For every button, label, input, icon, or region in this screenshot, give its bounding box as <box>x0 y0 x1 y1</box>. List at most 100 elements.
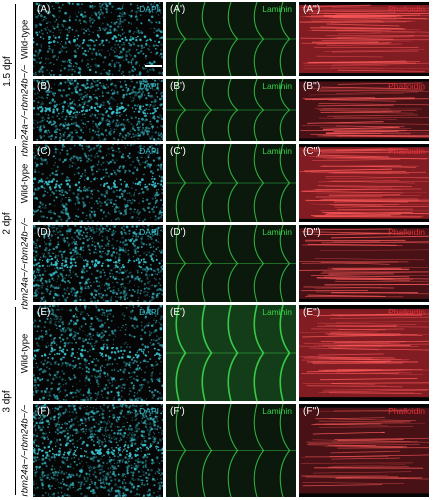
nucleus-dot <box>129 238 132 242</box>
nucleus-dot <box>60 193 63 196</box>
nucleus-dot <box>60 7 62 9</box>
nucleus-dot <box>76 3 79 6</box>
nucleus-dot <box>95 252 98 254</box>
stain-label: Phalloidin <box>388 81 425 91</box>
nucleus-dot <box>141 129 143 131</box>
nucleus-dot <box>87 437 90 440</box>
nucleus-dot <box>158 21 161 25</box>
nucleus-dot <box>115 251 118 254</box>
nucleus-dot <box>92 296 95 298</box>
nucleus-dot <box>160 48 163 51</box>
nucleus-dot <box>140 280 143 283</box>
nucleus-dot <box>136 216 139 219</box>
nucleus-dot <box>110 369 114 372</box>
nucleus-dot <box>53 212 57 215</box>
nucleus-dot <box>35 488 37 490</box>
nucleus-dot <box>106 124 109 126</box>
nucleus-dot <box>97 242 100 246</box>
nucleus-dot <box>132 126 135 128</box>
nucleus-dot <box>127 135 130 137</box>
nucleus-dot <box>37 209 39 211</box>
nucleus-dot <box>155 233 157 235</box>
nucleus-dot <box>92 473 95 476</box>
nucleus-dot <box>34 358 37 361</box>
nucleus-dot <box>160 43 163 46</box>
nucleus-dot <box>41 71 44 74</box>
nucleus-dot <box>74 307 77 310</box>
myofibril-line <box>333 156 429 159</box>
nucleus-dot <box>72 323 75 326</box>
nucleus-dot <box>157 116 160 119</box>
nucleus-dot <box>160 336 162 339</box>
nucleus-dot <box>61 144 65 147</box>
nucleus-dot <box>98 2 101 5</box>
nucleus-dot <box>142 207 145 211</box>
nucleus-dot <box>104 195 107 198</box>
nucleus-dot <box>120 248 123 251</box>
nucleus-dot <box>56 165 59 169</box>
nucleus-dot <box>161 226 163 229</box>
nucleus-dot <box>147 324 150 327</box>
nucleus-dot <box>134 449 137 452</box>
nucleus-dot <box>140 241 143 244</box>
nucleus-dot <box>96 381 98 383</box>
nucleus-dot <box>138 280 141 282</box>
nucleus-dot <box>46 93 50 97</box>
nucleus-dot <box>56 227 58 230</box>
nucleus-dot <box>43 234 46 238</box>
nucleus-dot <box>141 32 143 35</box>
nucleus-dot <box>156 457 159 460</box>
nucleus-dot <box>105 92 108 94</box>
nucleus-dot <box>43 134 45 137</box>
nucleus-dot <box>62 269 65 272</box>
nucleus-dot <box>41 32 44 35</box>
nucleus-dot <box>85 145 88 147</box>
nucleus-dot <box>139 217 141 219</box>
nucleus-dot <box>155 279 157 281</box>
nucleus-dot <box>71 348 74 351</box>
nucleus-dot <box>48 391 51 394</box>
nucleus-dot <box>146 417 149 420</box>
nucleus-dot <box>51 345 54 348</box>
nucleus-dot <box>119 85 123 89</box>
nucleus-dot <box>67 292 71 295</box>
nucleus-dot <box>64 117 67 119</box>
nucleus-dot <box>107 393 110 396</box>
nucleus-dot <box>120 123 123 126</box>
nucleus-dot <box>37 81 39 84</box>
nucleus-dot <box>93 106 97 110</box>
nucleus-dot <box>139 38 142 41</box>
nucleus-dot <box>73 374 76 377</box>
nucleus-dot <box>112 49 115 52</box>
nucleus-dot <box>47 426 49 429</box>
image-panel-dapi: (D) DAPI <box>33 225 163 302</box>
nucleus-dot <box>45 225 47 226</box>
nucleus-dot <box>55 59 58 61</box>
nucleus-dot <box>113 65 116 68</box>
myofibril-line <box>310 274 410 278</box>
nucleus-dot <box>98 128 100 130</box>
nucleus-dot <box>84 380 86 382</box>
nucleus-dot <box>147 473 151 476</box>
nucleus-dot <box>131 58 134 60</box>
nucleus-dot <box>144 185 147 189</box>
nucleus-dot <box>65 444 68 447</box>
image-panel-laminin: (E') Laminin <box>166 305 296 401</box>
nucleus-dot <box>125 362 129 366</box>
nucleus-dot <box>143 166 146 169</box>
nucleus-dot <box>125 243 128 246</box>
nucleus-dot <box>88 39 90 42</box>
image-panel-phalloidin: (A'') Phalloidin <box>299 2 429 76</box>
nucleus-dot <box>49 30 52 33</box>
nucleus-dot <box>45 330 48 333</box>
nucleus-dot <box>125 58 128 61</box>
nucleus-dot <box>118 107 122 110</box>
nucleus-dot <box>76 193 80 196</box>
nucleus-dot <box>60 183 63 186</box>
nucleus-dot <box>65 230 68 232</box>
nucleus-dot <box>111 381 114 383</box>
nucleus-dot <box>107 185 110 189</box>
nucleus-dot <box>67 122 70 124</box>
nucleus-dot <box>68 85 70 87</box>
nucleus-dot <box>105 110 109 113</box>
